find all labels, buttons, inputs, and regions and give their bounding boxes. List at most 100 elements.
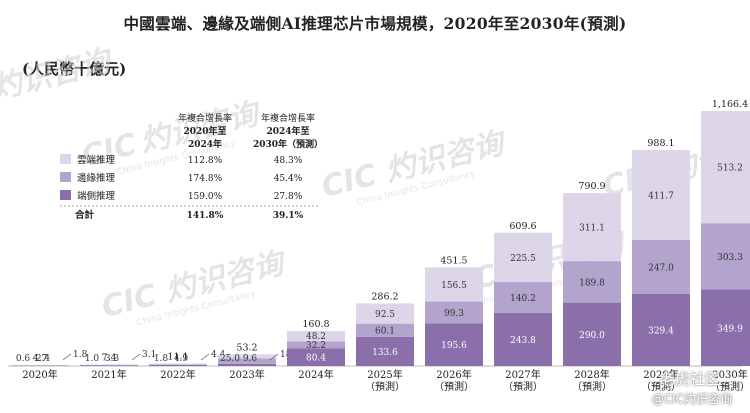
data-label: 1.8 bbox=[73, 350, 88, 360]
bar-segment-cloud bbox=[11, 364, 69, 366]
total-label: 286.2 bbox=[371, 291, 398, 302]
cagr-value: 45.4% bbox=[274, 174, 303, 184]
total-label: 1,166.4 bbox=[712, 99, 748, 110]
data-label: 311.1 bbox=[579, 224, 605, 234]
cagr-header-1: 年複合增長率 bbox=[178, 112, 232, 124]
x-tick-label: 2029年 bbox=[643, 368, 678, 381]
cagr-header-2: 年複合增長率 bbox=[261, 112, 315, 124]
data-label: 133.6 bbox=[372, 348, 398, 358]
bar-segment-edge bbox=[701, 223, 750, 290]
total-label: 53.2 bbox=[236, 342, 257, 353]
cagr-header-2: 2024年至 bbox=[266, 125, 309, 137]
bar-segment-cloud bbox=[701, 111, 750, 224]
data-label: 195.6 bbox=[441, 341, 467, 351]
cagr-value: 112.8% bbox=[188, 156, 223, 166]
bar-segment-device bbox=[218, 363, 276, 366]
data-label: 1.8 bbox=[154, 354, 169, 364]
data-label: 243.8 bbox=[510, 336, 536, 346]
data-label: 3.1 bbox=[142, 350, 156, 360]
data-label: 225.5 bbox=[510, 254, 536, 264]
cagr-total-value: 39.1% bbox=[273, 211, 304, 221]
cagr-value: 159.0% bbox=[188, 192, 223, 202]
footer-watermark: 老虎社区 bbox=[659, 370, 720, 388]
x-tick-label: （預測） bbox=[503, 380, 543, 393]
cagr-value: 48.3% bbox=[274, 156, 303, 166]
bar-segment-edge bbox=[80, 365, 138, 366]
x-tick-label: 2023年 bbox=[229, 368, 264, 381]
x-tick-label: 2026年 bbox=[436, 368, 471, 381]
leader-line bbox=[62, 353, 72, 361]
data-label: 290.0 bbox=[579, 331, 605, 341]
bar-segment-device bbox=[563, 302, 621, 366]
x-tick-label: （預測） bbox=[572, 380, 612, 393]
x-tick-label: （預測） bbox=[434, 380, 474, 393]
data-label: 92.5 bbox=[375, 310, 395, 320]
data-label: 513.2 bbox=[717, 164, 743, 174]
bar-segment-edge bbox=[149, 364, 207, 366]
bar-segment-cloud bbox=[632, 149, 690, 240]
bar-segment-cloud bbox=[149, 363, 207, 365]
bar-segment-cloud bbox=[494, 232, 552, 283]
legend-swatch bbox=[60, 172, 71, 182]
data-label: 2.4 bbox=[36, 354, 51, 364]
x-tick-label: 2027年 bbox=[505, 368, 540, 381]
data-label: 0.6 bbox=[16, 354, 31, 364]
total-label: 988.1 bbox=[647, 138, 674, 149]
legend-swatch bbox=[60, 154, 71, 164]
chart-title: 中國雲端、邊緣及端側AI推理芯片市場規模，2020年至2030年(預測) bbox=[123, 14, 627, 33]
footer-watermark-sub: @CIC灼识咨询 bbox=[651, 392, 732, 406]
data-label: 3.3 bbox=[105, 354, 120, 364]
data-label: 140.2 bbox=[510, 294, 536, 304]
bar-segment-device bbox=[149, 364, 207, 366]
legend-swatch bbox=[60, 190, 71, 200]
total-label: 7.4 bbox=[101, 352, 116, 363]
bar-segment-device bbox=[632, 293, 690, 366]
bar-segment-cloud bbox=[287, 330, 345, 342]
leader-line bbox=[131, 353, 141, 361]
bar-segment-edge bbox=[425, 301, 483, 324]
x-tick-label: 2022年 bbox=[160, 368, 195, 381]
data-label: 247.0 bbox=[648, 263, 674, 273]
cagr-header-2: 2030年（預測） bbox=[253, 138, 323, 150]
bar-segment-device bbox=[494, 312, 552, 366]
legend-label: 雲端推理 bbox=[77, 154, 116, 166]
data-label: 32.2 bbox=[306, 341, 326, 351]
data-label: 349.9 bbox=[717, 324, 743, 334]
x-tick-label: 2025年 bbox=[367, 368, 402, 381]
total-label: 451.5 bbox=[440, 255, 467, 266]
bar-segment-cloud bbox=[218, 354, 276, 359]
cagr-header-1: 2024年 bbox=[188, 138, 222, 150]
cagr-total-value: 141.8% bbox=[187, 211, 224, 221]
bar-segment-device bbox=[701, 289, 750, 366]
data-label: 329.4 bbox=[648, 326, 674, 336]
bar-segment-device bbox=[425, 323, 483, 366]
x-tick-label: （預測） bbox=[365, 380, 405, 393]
x-tick-label: 2020年 bbox=[22, 368, 57, 381]
cagr-header-1: 2020年至 bbox=[183, 125, 226, 137]
bar-segment-device bbox=[356, 336, 414, 366]
bar-segment-edge bbox=[632, 239, 690, 294]
cagr-total-label: 合計 bbox=[75, 209, 95, 221]
total-label: 160.8 bbox=[302, 319, 329, 330]
bar-segment-edge bbox=[287, 341, 345, 349]
bar-segment-device bbox=[80, 365, 138, 366]
bar-segment-cloud bbox=[356, 303, 414, 324]
data-label: 99.3 bbox=[444, 309, 464, 319]
data-label: 1.0 bbox=[85, 354, 100, 364]
cagr-value: 174.8% bbox=[188, 174, 223, 184]
data-label: 156.5 bbox=[441, 281, 467, 291]
data-label: 189.8 bbox=[579, 278, 605, 288]
data-label: 60.1 bbox=[375, 327, 395, 337]
x-tick-label: 2024年 bbox=[298, 368, 333, 381]
legend-label: 端側推理 bbox=[77, 190, 116, 202]
total-label: 790.9 bbox=[578, 181, 605, 192]
leader-line bbox=[269, 353, 279, 361]
data-label: 80.4 bbox=[306, 354, 326, 364]
bar-segment-edge bbox=[563, 261, 621, 303]
data-label: 48.2 bbox=[306, 332, 326, 342]
total-label: 609.6 bbox=[509, 221, 536, 232]
legend-label: 邊緣推理 bbox=[77, 172, 116, 184]
total-label: 11.1 bbox=[167, 352, 188, 363]
bar-segment-edge bbox=[356, 323, 414, 337]
